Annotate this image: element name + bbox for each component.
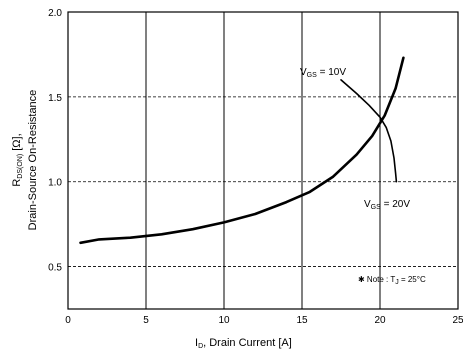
grid (68, 12, 458, 309)
y-tick-label-0: 0.5 (48, 263, 62, 274)
series-line-0 (340, 79, 398, 183)
x-tick-label-2: 10 (218, 315, 230, 326)
y-axis-title-line2: Drain-Source On-Resistance (27, 90, 39, 231)
x-tick-label-3: 15 (296, 315, 308, 326)
annotation-vgs-20v: VGS = 20V (364, 199, 410, 211)
x-tick-label-4: 20 (374, 315, 386, 326)
y-tick-label-3: 2.0 (48, 8, 62, 19)
y-ticks: 0.5 1.0 1.5 2.0 (48, 8, 62, 274)
x-ticks: 0 5 10 15 20 25 (65, 315, 463, 326)
x-tick-label-1: 5 (143, 315, 149, 326)
annotation-vgs-10v: VGS = 10V (300, 67, 346, 79)
y-tick-label-2: 1.5 (48, 93, 62, 104)
x-tick-label-5: 25 (452, 315, 463, 326)
y-tick-label-1: 1.0 (48, 178, 62, 189)
note-junction-temperature: ✱ Note : TJ = 25°C (358, 275, 426, 286)
x-tick-label-0: 0 (65, 315, 71, 326)
series-lines (79, 56, 405, 245)
y-axis-title-line1: RDS(ON) [Ω], (11, 133, 24, 186)
series-line-1 (79, 56, 405, 245)
plot-frame (67, 11, 459, 310)
x-axis-title: ID, Drain Current [A] (195, 337, 292, 350)
